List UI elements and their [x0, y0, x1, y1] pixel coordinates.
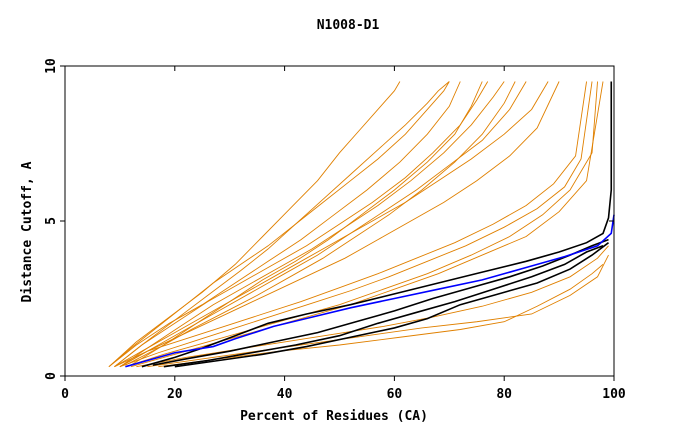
- series-line-orange-17: [158, 264, 604, 368]
- series-line-highlighted: [125, 214, 615, 368]
- series-line-black-1: [141, 81, 613, 368]
- series-line-orange-13: [125, 81, 598, 368]
- chart-title: N1008-D1: [317, 18, 380, 33]
- series-line-black-3: [163, 245, 604, 368]
- series-line-orange-11: [114, 81, 587, 368]
- y-tick-label: 10: [44, 58, 59, 74]
- series-line-orange-06: [130, 81, 483, 366]
- series-line-orange-18: [108, 81, 450, 368]
- x-tick-label: 100: [602, 387, 626, 402]
- y-tick-label: 5: [44, 217, 59, 225]
- series-line-orange-09: [108, 81, 401, 368]
- x-tick-label: 80: [496, 387, 512, 402]
- x-tick-label: 60: [387, 387, 403, 402]
- x-tick-label: 0: [61, 387, 69, 402]
- series-line-black-4: [174, 242, 609, 368]
- series-line-orange-07: [108, 81, 461, 368]
- plot-lines: [108, 81, 615, 368]
- series-line-orange-04: [119, 81, 505, 368]
- x-tick-label: 20: [167, 387, 183, 402]
- series-line-orange-08: [114, 81, 450, 368]
- x-tick-label: 40: [277, 387, 293, 402]
- y-axis: 0 5 10: [44, 58, 614, 380]
- series-line-orange-05: [114, 81, 489, 368]
- series-line-orange-10: [119, 81, 560, 368]
- plot-frame: [64, 65, 615, 377]
- x-axis: 0 20 40 60 80 100: [61, 66, 626, 402]
- x-axis-label: Percent of Residues (CA): [240, 409, 428, 424]
- series-line-orange-12: [119, 81, 593, 368]
- series-line-orange-16: [147, 254, 609, 368]
- y-axis-label: Distance Cutoff, A: [20, 161, 35, 302]
- series-line-black-2: [152, 238, 609, 366]
- series-line-orange-03: [125, 81, 516, 366]
- y-tick-label: 0: [44, 372, 59, 380]
- series-line-orange-01: [114, 81, 549, 368]
- series-line-orange-02: [119, 81, 527, 368]
